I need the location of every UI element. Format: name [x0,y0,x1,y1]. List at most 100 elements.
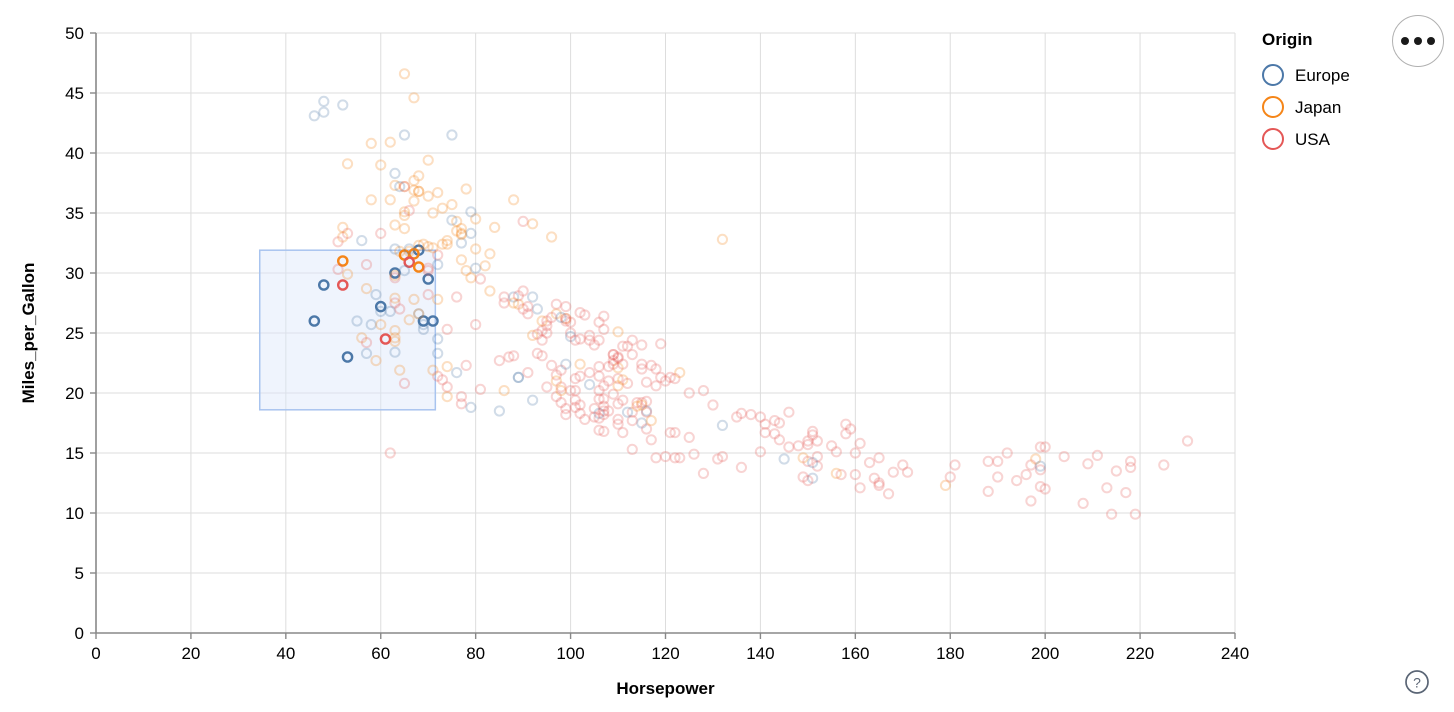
data-point[interactable] [598,400,610,412]
data-point[interactable] [863,457,876,469]
data-point[interactable] [403,256,416,269]
data-point[interactable] [745,409,757,421]
data-point[interactable] [389,267,401,279]
data-point[interactable] [531,347,543,359]
data-point[interactable] [398,209,411,221]
data-point[interactable] [550,298,562,310]
data-point[interactable] [593,316,605,328]
data-point[interactable] [731,411,743,423]
data-point[interactable] [669,373,681,385]
data-point[interactable] [536,325,548,337]
data-point[interactable] [493,355,505,367]
data-point[interactable] [474,273,487,285]
data-point[interactable] [583,367,596,379]
data-point[interactable] [683,431,695,443]
data-point[interactable] [398,223,411,235]
data-point[interactable] [835,469,847,481]
data-point[interactable] [636,363,648,375]
data-point[interactable] [854,437,866,449]
data-point[interactable] [636,339,648,351]
data-point[interactable] [460,183,472,195]
data-point[interactable] [560,409,572,421]
data-point[interactable] [887,466,899,478]
data-point[interactable] [379,333,392,345]
data-point[interactable] [541,315,553,327]
data-point[interactable] [564,331,577,343]
data-point[interactable] [417,319,430,331]
data-point[interactable] [1034,464,1047,476]
data-point[interactable] [337,231,349,243]
data-point[interactable] [398,68,411,80]
data-point[interactable] [408,293,420,305]
data-point[interactable] [427,207,439,219]
data-point[interactable] [1039,483,1051,495]
data-point[interactable] [541,381,553,393]
data-point[interactable] [484,248,496,260]
data-point[interactable] [712,453,724,465]
data-point[interactable] [413,308,425,320]
data-point[interactable] [982,455,994,467]
data-point[interactable] [659,451,672,463]
data-point[interactable] [455,229,468,241]
data-point[interactable] [337,99,349,111]
data-point[interactable] [446,129,458,141]
data-point[interactable] [640,423,653,435]
data-point[interactable] [451,215,463,227]
data-point[interactable] [583,329,596,341]
data-point[interactable] [560,301,572,313]
data-point[interactable] [460,359,472,371]
data-point[interactable] [674,367,686,379]
data-point[interactable] [555,381,567,393]
data-point[interactable] [508,297,520,309]
data-point[interactable] [341,351,354,363]
data-point[interactable] [498,291,510,303]
data-point[interactable] [417,323,430,335]
data-point[interactable] [1124,461,1137,473]
data-point[interactable] [508,291,520,303]
data-point[interactable] [1034,441,1047,453]
data-point[interactable] [408,184,420,196]
data-point[interactable] [1058,451,1070,463]
data-point[interactable] [417,238,430,250]
data-point[interactable] [384,136,396,148]
data-point[interactable] [389,325,401,337]
data-point[interactable] [403,205,415,217]
data-point[interactable] [716,419,729,431]
data-point[interactable] [413,185,425,197]
data-point[interactable] [873,479,885,491]
data-point[interactable] [341,227,354,239]
data-point[interactable] [593,424,605,436]
data-point[interactable] [389,179,401,191]
data-point[interactable] [1082,458,1094,470]
data-point[interactable] [769,415,781,427]
data-point[interactable] [536,315,548,327]
legend-item-europe[interactable]: Europe [1262,59,1442,91]
data-point[interactable] [759,418,771,430]
data-point[interactable] [365,319,377,331]
data-point[interactable] [389,335,401,347]
data-point[interactable] [498,385,510,397]
data-point[interactable] [522,301,534,313]
data-point[interactable] [636,417,648,429]
data-point[interactable] [512,298,524,310]
data-point[interactable] [436,238,449,250]
data-point[interactable] [432,333,444,345]
data-point[interactable] [640,405,653,417]
data-point[interactable] [669,427,681,439]
data-point[interactable] [1158,459,1170,471]
data-point[interactable] [949,459,961,471]
data-point[interactable] [674,452,686,464]
data-point[interactable] [527,291,539,303]
data-point[interactable] [550,369,562,381]
data-point[interactable] [617,358,629,370]
data-point[interactable] [422,190,434,202]
data-point[interactable] [531,328,543,340]
data-point[interactable] [422,241,434,253]
data-point[interactable] [398,129,411,141]
data-point[interactable] [318,106,330,118]
data-point[interactable] [583,334,596,346]
data-point[interactable] [413,308,425,320]
data-point[interactable] [389,269,401,281]
data-point[interactable] [593,361,605,373]
data-point[interactable] [588,339,600,351]
